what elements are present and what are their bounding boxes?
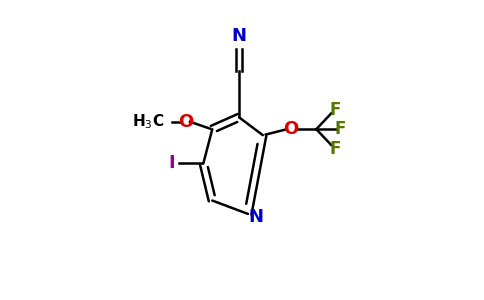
Text: H$_3$C: H$_3$C — [132, 112, 165, 131]
Text: O: O — [178, 113, 193, 131]
Text: N: N — [231, 28, 246, 46]
Text: O: O — [284, 120, 299, 138]
Text: I: I — [169, 154, 176, 172]
Text: F: F — [334, 120, 346, 138]
Text: F: F — [329, 101, 340, 119]
Text: N: N — [249, 208, 264, 226]
Text: F: F — [329, 140, 340, 158]
